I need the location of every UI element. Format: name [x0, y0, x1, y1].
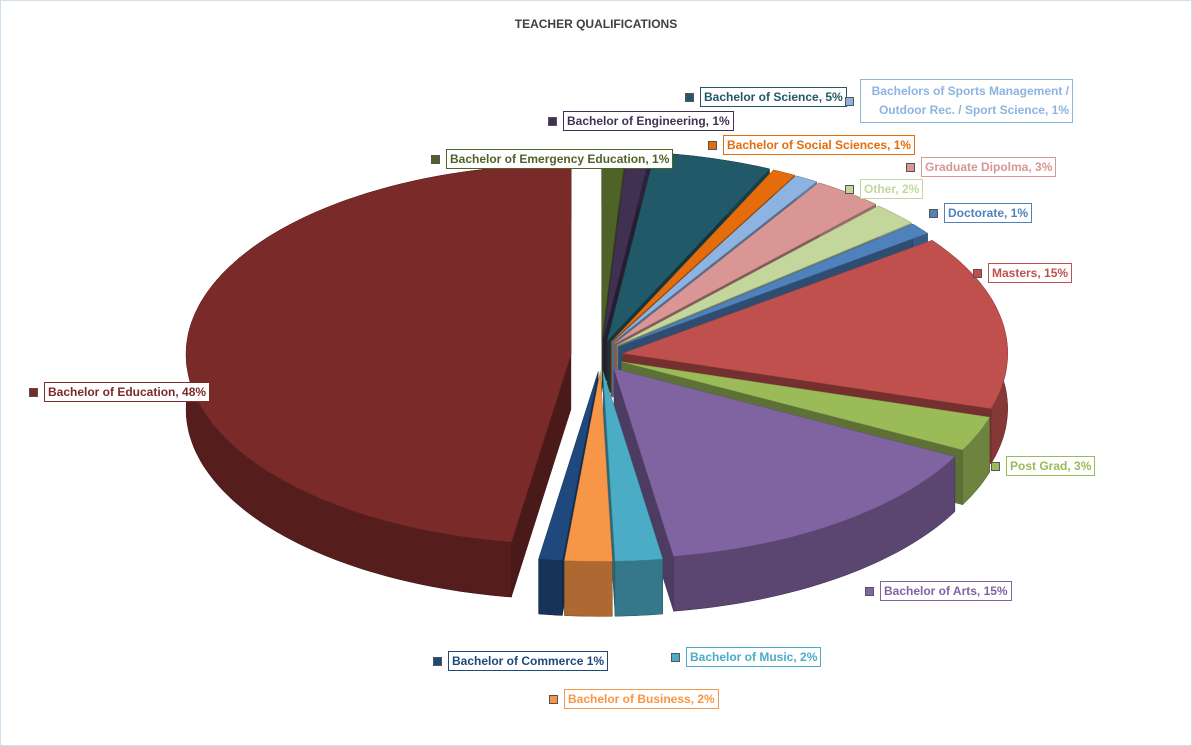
label-text: Bachelor of Arts, 15%	[880, 581, 1012, 601]
label-text: Bachelor of Commerce 1%	[448, 651, 609, 671]
slice-side	[614, 558, 663, 617]
label-text: Bachelor of Emergency Education, 1%	[446, 149, 674, 169]
label-text: Bachelor of Education, 48%	[44, 382, 211, 402]
label-marker	[906, 162, 915, 172]
data-label: Bachelor of Science, 5%	[685, 87, 847, 107]
label-text: Doctorate, 1%	[944, 203, 1033, 223]
label-marker	[671, 652, 680, 662]
label-text: Bachelor of Music, 2%	[686, 647, 822, 667]
data-label: Bachelor of Business, 2%	[549, 689, 719, 709]
label-marker	[708, 140, 717, 150]
slice: Bachelor of Education	[185, 164, 572, 543]
data-label: Bachelor of Engineering, 1%	[548, 111, 734, 131]
label-marker	[431, 154, 440, 164]
slice-side	[538, 558, 563, 616]
label-text: Bachelor of Science, 5%	[700, 87, 847, 107]
slice: Bachelor of Commerce	[538, 371, 599, 561]
data-label: Bachelor of Social Sciences, 1%	[708, 135, 916, 155]
label-marker	[845, 184, 854, 194]
label-marker	[685, 92, 694, 102]
slice: Other	[616, 205, 912, 346]
label-text: Masters, 15%	[988, 263, 1073, 283]
label-marker	[845, 96, 854, 106]
label-marker	[991, 461, 1000, 471]
data-label: Post Grad, 3%	[991, 456, 1096, 476]
label-text: Other, 2%	[860, 179, 924, 199]
slice-wall	[511, 354, 572, 598]
data-label: Bachelors of Sports Management / Outdoor…	[845, 79, 1073, 123]
slice: Masters	[622, 240, 1008, 409]
label-text: Bachelor of Social Sciences, 1%	[723, 135, 916, 155]
label-marker	[929, 208, 938, 218]
label-text: Graduate Dipolma, 3%	[921, 157, 1057, 177]
slice: Bachelor of Music	[602, 371, 664, 562]
slice: Bachelor of Arts	[613, 368, 956, 557]
slice: Post Grad	[621, 361, 991, 451]
label-marker	[973, 268, 982, 278]
label-text: Bachelor of Business, 2%	[564, 689, 719, 709]
label-marker	[29, 387, 38, 397]
data-label: Bachelor of Emergency Education, 1%	[431, 149, 674, 169]
label-marker	[865, 586, 874, 596]
data-label: Bachelor of Music, 2%	[671, 647, 822, 667]
slice: Bachelor of Business	[564, 371, 613, 562]
label-marker	[548, 116, 557, 126]
slice: Bachelors of Sports Management / Outdoor…	[611, 175, 818, 343]
label-text: Post Grad, 3%	[1006, 456, 1096, 476]
data-label: Bachelor of Arts, 15%	[865, 581, 1012, 601]
chart-title: TEACHER QUALIFICATIONS	[514, 17, 678, 31]
slice: Doctorate	[618, 223, 929, 347]
data-label: Graduate Dipolma, 3%	[906, 157, 1057, 177]
label-text: Bachelor of Engineering, 1%	[563, 111, 734, 131]
data-label: Bachelor of Education, 48%	[29, 382, 211, 402]
label-text: Bachelors of Sports Management / Outdoor…	[860, 79, 1073, 123]
data-label: Bachelor of Commerce 1%	[433, 651, 609, 671]
slice-side	[564, 560, 613, 617]
data-label: Masters, 15%	[973, 263, 1073, 283]
data-label: Other, 2%	[845, 179, 924, 199]
label-marker	[433, 656, 442, 666]
slice: Bachelor of Social Sciences	[610, 169, 796, 343]
label-marker	[549, 694, 558, 704]
data-label: Doctorate, 1%	[929, 203, 1033, 223]
